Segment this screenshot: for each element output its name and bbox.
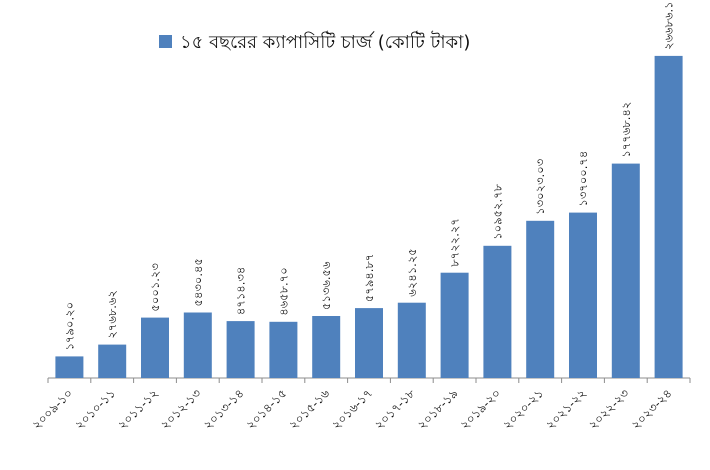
data-label: ১৩৭০০.৭৪ <box>576 151 590 207</box>
data-label: ২৬৬৮৬.১৪ <box>662 0 676 50</box>
bar <box>569 212 597 378</box>
data-label: ৫৭৯৪.৮৭ <box>362 254 376 302</box>
bar <box>654 55 683 379</box>
data-label: ৫০০১.২৩ <box>148 263 162 312</box>
data-label: ১৩০২৩.০৩ <box>533 158 547 215</box>
x-tick-label: ২০১৯-২০ <box>457 386 503 432</box>
data-label: ২৭৬৮.৬২ <box>105 290 119 339</box>
x-tick-label: ২০১৭-১৮ <box>372 386 418 432</box>
bar <box>312 316 341 378</box>
x-tick-label: ২০২২-২৩ <box>586 386 632 432</box>
data-label: ১৭৭৬৮.৪২ <box>619 102 633 158</box>
bar <box>55 356 84 378</box>
x-tick-label: ২০২১-২২ <box>543 386 589 432</box>
data-label: ১৭৯০.২০ <box>62 302 76 351</box>
data-label: ৪৭১৪.৩৪ <box>234 267 248 315</box>
x-tick-label: ২০২৩-২৪ <box>629 386 675 432</box>
bar <box>526 220 555 378</box>
data-label: ৫১৩৬.৫৬ <box>319 261 333 310</box>
x-tick-label: ২০১৮-১৯ <box>415 386 461 432</box>
bar <box>483 245 512 378</box>
legend: ১৫ বছরের ক্যাপাসিটি চার্জ (কোটি টাকা) <box>159 31 470 53</box>
legend-swatch <box>159 35 172 48</box>
bar <box>183 312 212 378</box>
bar <box>269 321 298 378</box>
x-tick-label: ২০১৩-১৪ <box>201 386 247 432</box>
bar <box>226 321 255 378</box>
data-label: ১০৯৫২.৭৮ <box>490 183 504 239</box>
x-tick-label: ২০১২-১৩ <box>158 386 204 432</box>
bar <box>440 272 469 378</box>
legend-label: ১৫ বছরের ক্যাপাসিটি চার্জ (কোটি টাকা) <box>180 31 470 53</box>
data-label: ৫৪৩০.৪৫ <box>191 258 205 306</box>
data-label: ৬২৪১.২৫ <box>405 248 419 296</box>
x-tick-label: ২০১০-১১ <box>72 386 118 432</box>
plot-area: ১৭৯০.২০ ২০০৯-১০ ২৭৬৮.৬২ ২০১০-১১ ৫০০১.২৩ ২০১১-… <box>29 0 691 432</box>
data-label: ৮৭২২.২৭ <box>448 218 462 267</box>
x-tick-label: ২০১৬-১৭ <box>329 386 375 432</box>
bar <box>141 317 169 378</box>
bar <box>397 302 426 378</box>
x-tick-label: ২০০৯-১০ <box>29 386 75 432</box>
bar <box>611 163 640 378</box>
x-tick-label: ২০২০-২১ <box>500 386 546 432</box>
x-tick-label: ২০১১-১২ <box>115 386 161 432</box>
data-label: ৪৬৫৮.৭০ <box>276 267 290 315</box>
bar <box>355 308 383 378</box>
bar <box>98 344 127 378</box>
x-tick-label: ২০১৫-১৬ <box>286 386 332 432</box>
x-tick-label: ২০১৪-১৫ <box>243 386 289 432</box>
